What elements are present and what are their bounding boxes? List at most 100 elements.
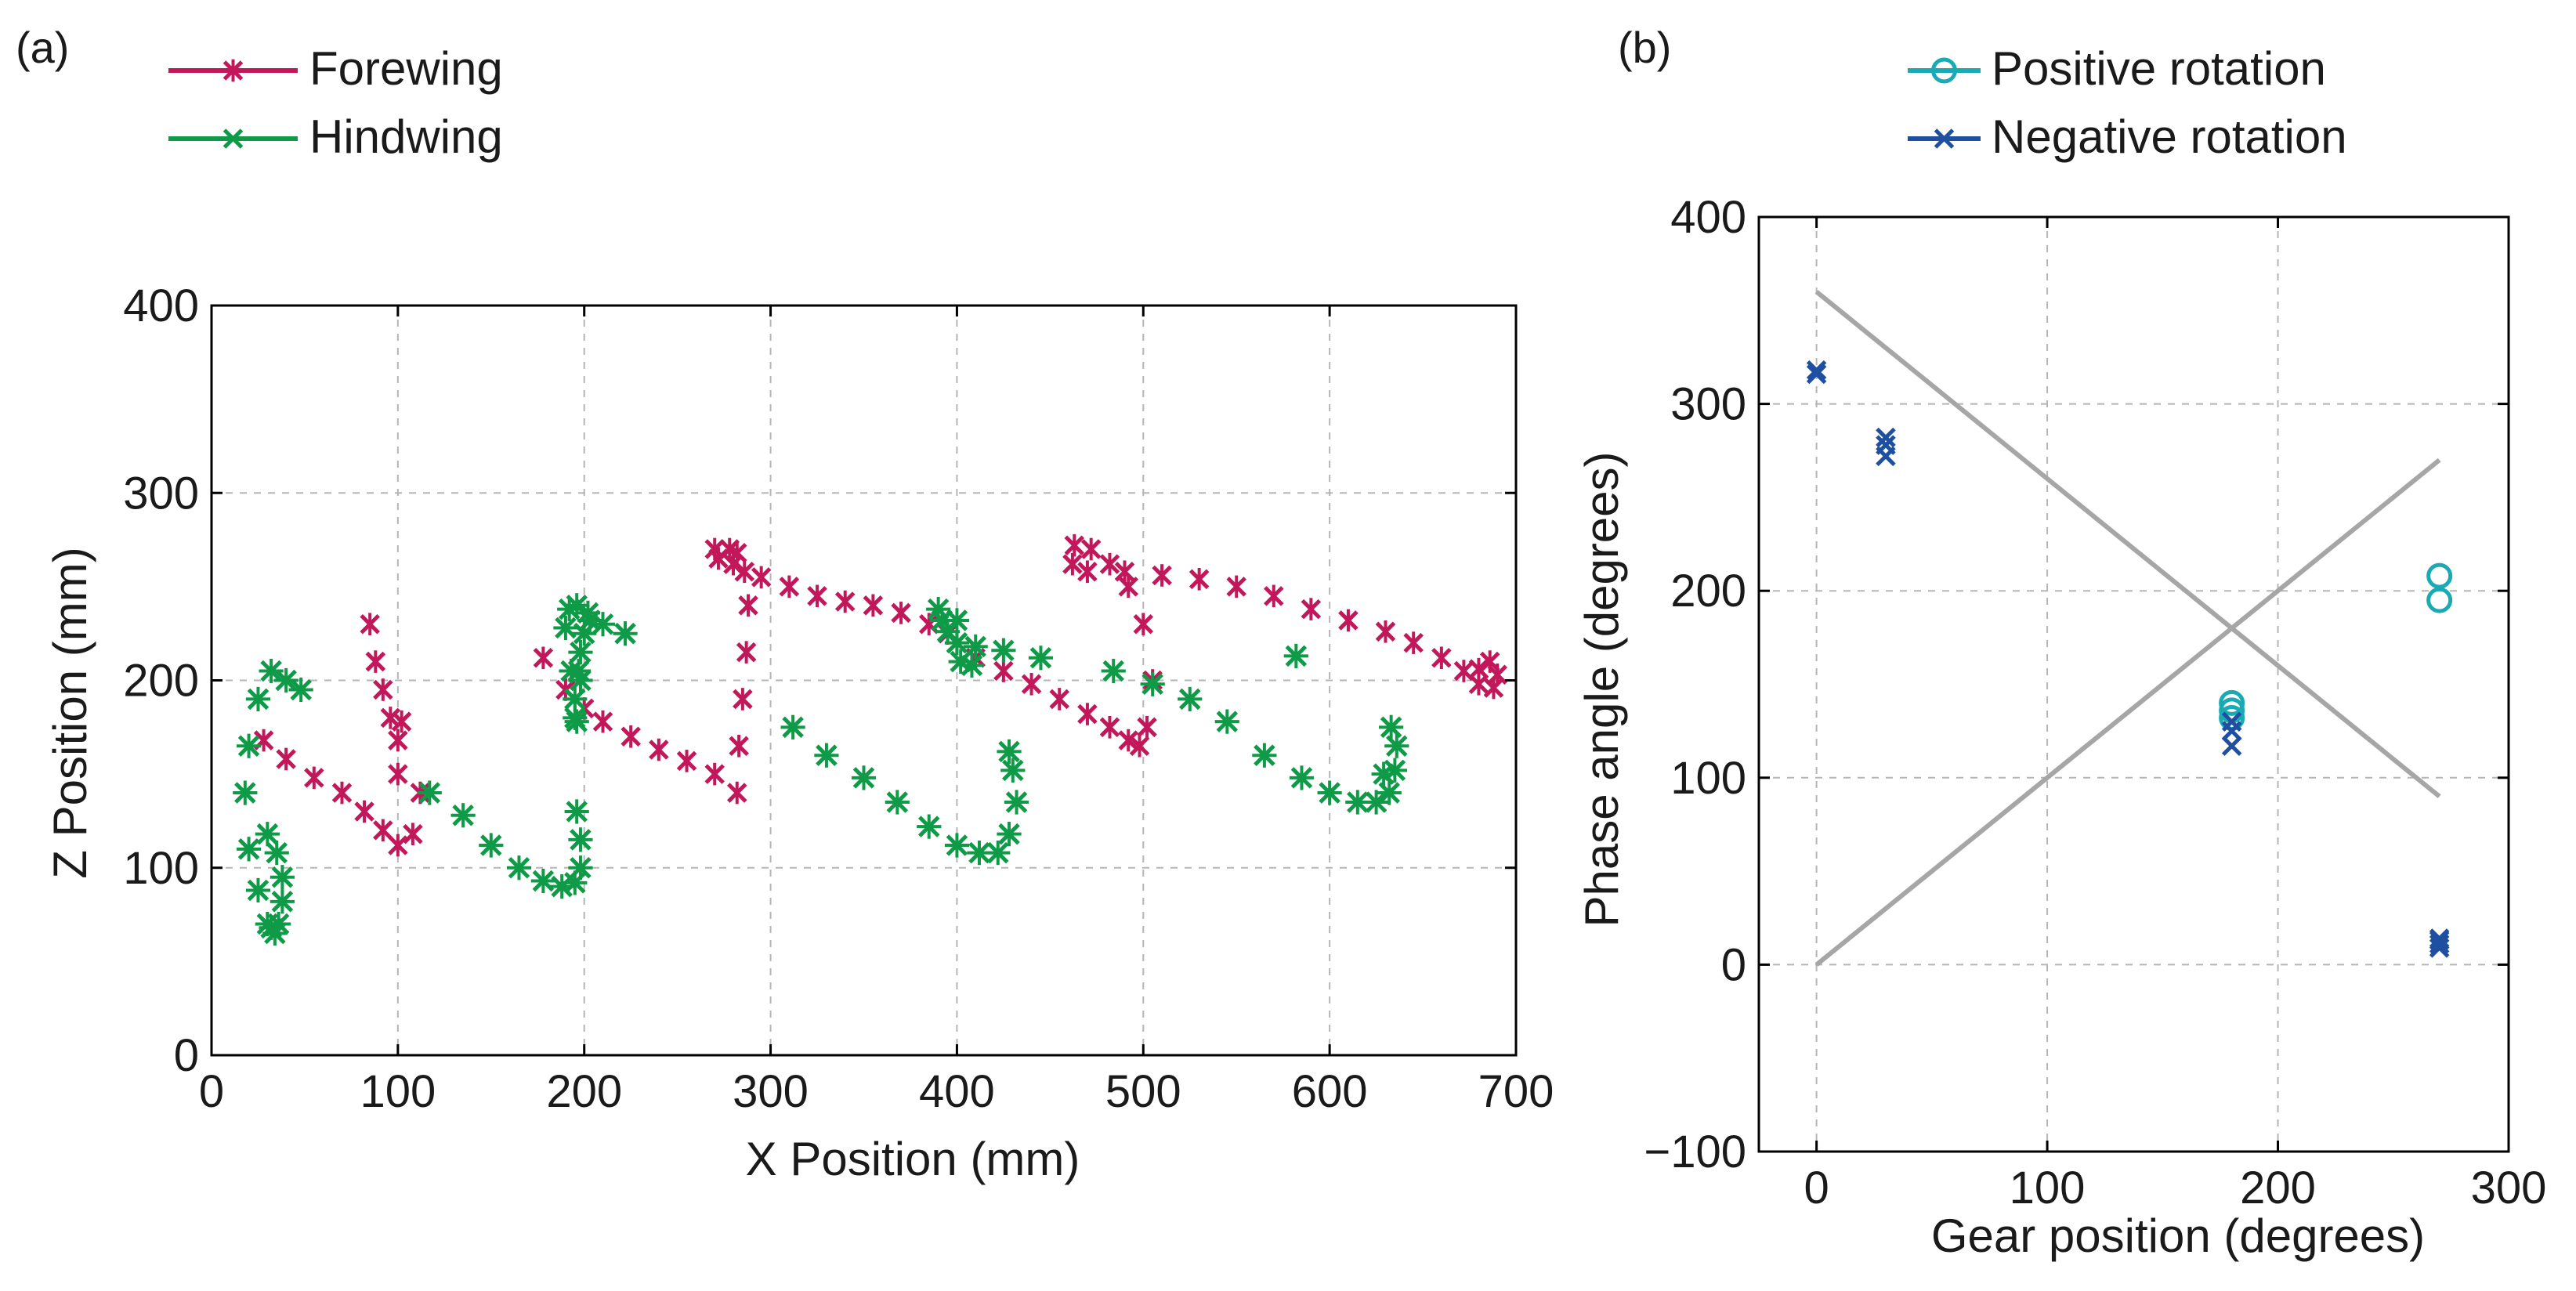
data-point-forewing xyxy=(1129,734,1150,758)
y-tick-label: 200 xyxy=(123,656,199,707)
x-tick-label: 400 xyxy=(919,1066,995,1117)
data-point-forewing xyxy=(1133,613,1154,636)
data-point-hindwing xyxy=(997,739,1022,765)
panel-b-y-axis-label: Phase angle (degrees) xyxy=(1576,451,1628,927)
data-point-hindwing xyxy=(530,868,555,894)
x-tick-label: 100 xyxy=(2010,1163,2086,1213)
data-point-forewing xyxy=(736,641,757,664)
data-point-hindwing xyxy=(1214,709,1239,734)
legend-marker-negative-rotation xyxy=(1908,128,1981,149)
legend-label-positive-rotation: Positive rotation xyxy=(1992,42,2326,95)
data-point-hindwing xyxy=(986,841,1011,866)
y-tick-label: 100 xyxy=(123,843,199,894)
data-point-forewing xyxy=(1049,688,1070,711)
panel-b-data xyxy=(1806,290,2453,967)
panel-a-ticks: 0 100 200 300 400 500 600 700 0 100 200 300 400 xyxy=(123,280,1554,1117)
legend-symbol xyxy=(1931,57,1957,84)
panel-b-legend: Positive rotation Negative rotation xyxy=(1908,42,2347,163)
legend-symbol xyxy=(223,128,244,149)
data-point-negative-rotation xyxy=(1876,427,1896,448)
data-point-hindwing xyxy=(851,765,877,790)
data-point-hindwing xyxy=(1317,780,1342,805)
data-point-forewing xyxy=(380,707,401,729)
data-point-hindwing xyxy=(563,686,588,712)
data-point-hindwing xyxy=(1289,765,1315,790)
data-point-forewing xyxy=(1118,729,1139,752)
data-point-hindwing xyxy=(1345,790,1370,815)
y-tick-label: 400 xyxy=(1670,192,1746,243)
data-point-forewing xyxy=(1099,552,1120,576)
data-point-positive-rotation xyxy=(2219,689,2245,716)
data-point-hindwing xyxy=(1101,658,1126,684)
data-point-hindwing xyxy=(568,855,593,881)
data-point-forewing xyxy=(388,729,408,752)
legend-marker-hindwing xyxy=(168,128,298,149)
data-point-positive-rotation xyxy=(2426,587,2453,613)
data-point-negative-rotation xyxy=(1806,360,1827,381)
data-point-forewing xyxy=(1064,533,1085,557)
panel-b-ticks: 0 100 200 300 −100 0 100 200 300 400 xyxy=(1644,192,2546,1213)
data-point-hindwing xyxy=(1364,790,1389,815)
x-tick-label: 0 xyxy=(1804,1163,1829,1213)
panel-a: (a) 0 100 200 300 400 500 600 7000100200300400 … xyxy=(16,23,1554,1185)
y-tick-label: 300 xyxy=(1670,379,1746,430)
data-point-hindwing xyxy=(273,667,298,693)
data-point-hindwing xyxy=(568,667,593,693)
data-point-hindwing xyxy=(255,822,280,847)
data-point-forewing xyxy=(1189,568,1210,591)
data-point-forewing xyxy=(704,762,725,786)
data-point-hindwing xyxy=(944,631,970,656)
data-point-hindwing xyxy=(1379,714,1404,740)
y-tick-label: 300 xyxy=(123,468,199,519)
data-point-forewing xyxy=(676,750,697,772)
data-point-forewing xyxy=(365,650,386,673)
data-point-forewing xyxy=(388,834,408,857)
data-point-hindwing xyxy=(236,837,262,862)
data-point-hindwing xyxy=(233,780,258,805)
data-point-hindwing xyxy=(780,714,805,740)
data-point-forewing xyxy=(304,766,324,790)
data-point-hindwing xyxy=(1004,790,1029,815)
panel-b: (b) 0 100 200 300 −100 0 100 200 300 400 Gear pos… xyxy=(1576,23,2546,1262)
legend-symbol xyxy=(1934,128,1955,149)
data-point-forewing xyxy=(1431,646,1452,670)
legend-label-hindwing: Hindwing xyxy=(309,110,503,163)
legend-label-forewing: Forewing xyxy=(309,42,503,95)
x-tick-label: 0 xyxy=(199,1066,224,1117)
data-point-hindwing xyxy=(613,621,638,646)
data-point-hindwing xyxy=(1283,643,1308,668)
data-point-forewing xyxy=(276,747,296,771)
data-point-forewing xyxy=(863,594,884,617)
panel-b-x-axis-label: Gear position (degrees) xyxy=(1931,1210,2425,1262)
data-point-hindwing xyxy=(450,803,476,828)
data-point-hindwing xyxy=(568,827,593,852)
data-point-hindwing xyxy=(264,841,289,866)
data-point-forewing xyxy=(360,613,380,636)
data-point-hindwing xyxy=(1252,743,1277,768)
y-tick-label: 0 xyxy=(1721,939,1746,990)
data-point-hindwing xyxy=(1178,686,1203,712)
panel-b-plot-frame xyxy=(1757,215,2510,1153)
data-point-hindwing xyxy=(417,780,442,805)
data-point-hindwing xyxy=(479,833,504,858)
data-point-hindwing xyxy=(270,889,295,914)
data-point-forewing xyxy=(1021,672,1042,696)
data-point-forewing xyxy=(729,734,749,758)
data-point-forewing xyxy=(391,710,412,733)
data-point-forewing xyxy=(649,738,669,761)
data-point-negative-rotation xyxy=(2429,934,2450,954)
data-point-forewing xyxy=(1137,716,1157,739)
data-point-negative-rotation xyxy=(2429,928,2450,949)
x-tick-label: 300 xyxy=(733,1066,809,1117)
data-point-hindwing xyxy=(245,877,271,903)
data-point-forewing xyxy=(1226,575,1246,598)
reference-line xyxy=(1814,290,2441,798)
data-point-negative-rotation xyxy=(2221,711,2242,732)
x-tick-label: 100 xyxy=(360,1066,436,1117)
data-point-forewing xyxy=(1479,650,1500,673)
y-tick-label: 0 xyxy=(174,1030,199,1081)
data-point-hindwing xyxy=(553,615,578,641)
reference-line xyxy=(1814,457,2441,967)
data-point-hindwing xyxy=(814,743,839,768)
data-point-hindwing xyxy=(245,686,271,712)
